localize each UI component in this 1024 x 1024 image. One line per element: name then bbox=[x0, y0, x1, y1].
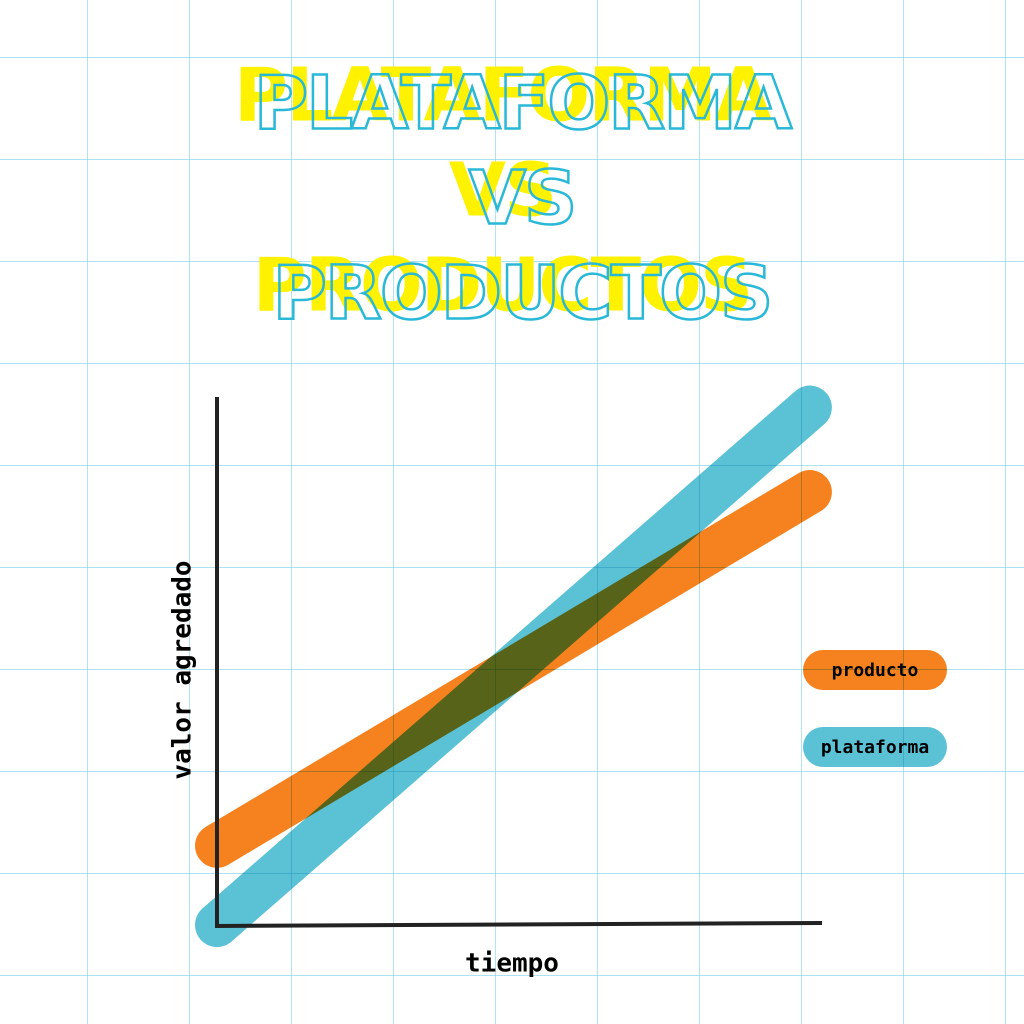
title: PRODUCTOS bbox=[273, 251, 772, 337]
legend-swatch bbox=[803, 727, 947, 767]
x-axis-label: tiempo bbox=[465, 949, 559, 979]
y-axis-label: valor agredado bbox=[168, 560, 198, 779]
title-group: PLATAFORMAPLATAFORMAVSVSPRODUCTOSPRODUCT… bbox=[234, 53, 795, 338]
x-axis bbox=[214, 921, 823, 928]
title: PLATAFORMA bbox=[254, 61, 792, 147]
plot-area bbox=[195, 385, 832, 947]
legend-label: producto bbox=[832, 660, 919, 681]
title-shadow: VS bbox=[449, 148, 556, 234]
series-line bbox=[195, 470, 832, 868]
legend-label: plataforma bbox=[821, 737, 929, 758]
title: VS bbox=[469, 156, 576, 242]
legend: producto plataforma bbox=[803, 650, 947, 767]
title-shadow: PLATAFORMA bbox=[234, 53, 772, 139]
legend-swatch bbox=[803, 650, 947, 690]
title-shadow: PRODUCTOS bbox=[253, 243, 752, 329]
